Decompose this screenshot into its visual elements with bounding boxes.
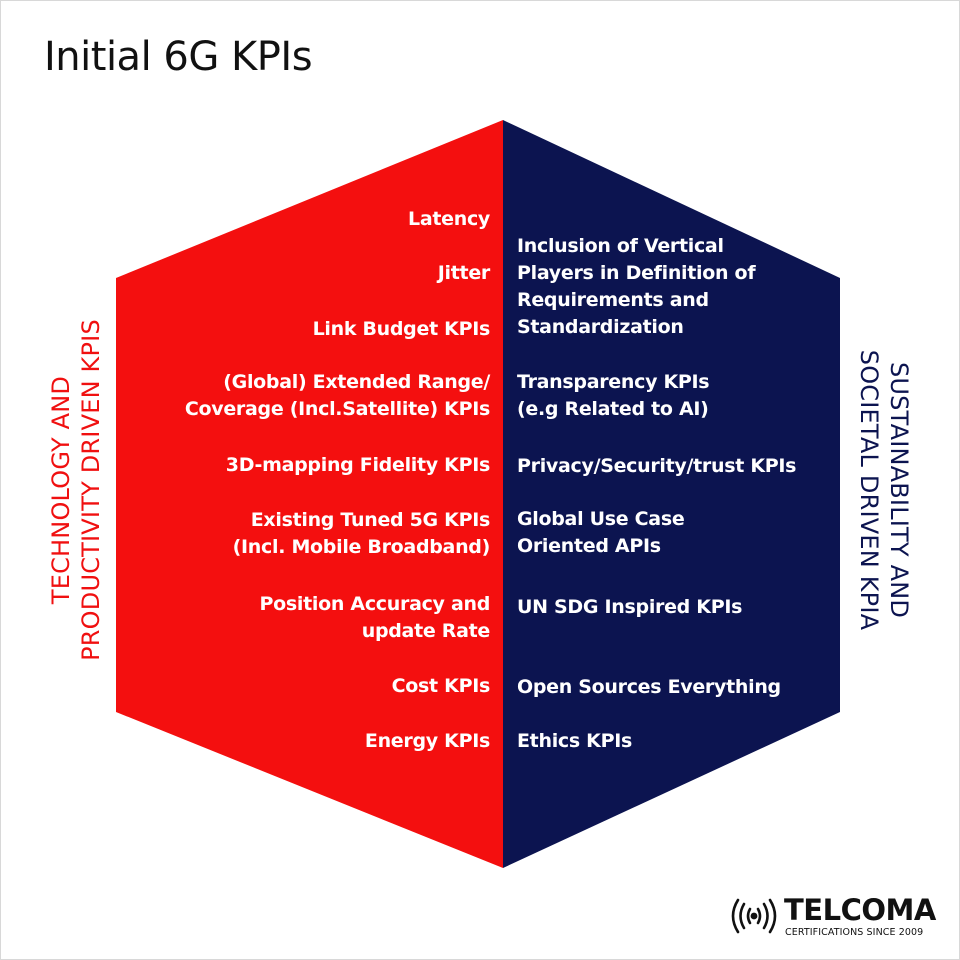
signal-waves-icon	[731, 898, 777, 934]
telcoma-logo: TELCOMA CERTIFICATIONS SINCE 2009	[728, 893, 938, 943]
right-side-label: SUSTAINABILITY AND SOCIETAL DRIVEN KPIA	[855, 349, 913, 631]
left-item: Cost KPIs	[391, 675, 491, 697]
logo-tagline: CERTIFICATIONS SINCE 2009	[785, 927, 924, 938]
left-items-column: Latency Jitter Link Budget KPIs (Global)…	[140, 0, 490, 960]
left-item: 3D-mapping Fidelity KPIs	[225, 454, 491, 476]
right-item: Privacy/Security/trust KPIs	[517, 455, 797, 477]
right-items-column: Inclusion of Vertical Players in Definit…	[517, 0, 837, 960]
right-item: Global Use Case Oriented APIs	[517, 508, 685, 557]
right-face	[503, 120, 840, 868]
right-item: Inclusion of Vertical Players in Definit…	[517, 235, 756, 338]
left-item: Link Budget KPIs	[312, 318, 491, 340]
logo-name: TELCOMA	[784, 893, 936, 927]
page-title: Initial 6G KPIs	[44, 34, 313, 80]
left-item: Latency	[408, 208, 490, 230]
left-item: Position Accuracy and update Rate	[259, 593, 491, 642]
left-item: Energy KPIs	[364, 730, 490, 752]
left-item: (Global) Extended Range/ Coverage (Incl.…	[184, 371, 490, 420]
left-face	[116, 120, 503, 868]
right-item: Open Sources Everything	[517, 676, 781, 698]
right-item: Transparency KPIs (e.g Related to AI)	[517, 371, 710, 420]
left-side-label: TECHNOLOGY AND PRODUCTIVITY DRIVEN KPIS	[47, 319, 105, 661]
left-item: Jitter	[437, 262, 491, 284]
right-item: Ethics KPIs	[517, 730, 633, 752]
left-item: Existing Tuned 5G KPIs (Incl. Mobile Bro…	[232, 509, 491, 558]
right-item: UN SDG Inspired KPIs	[517, 596, 743, 618]
